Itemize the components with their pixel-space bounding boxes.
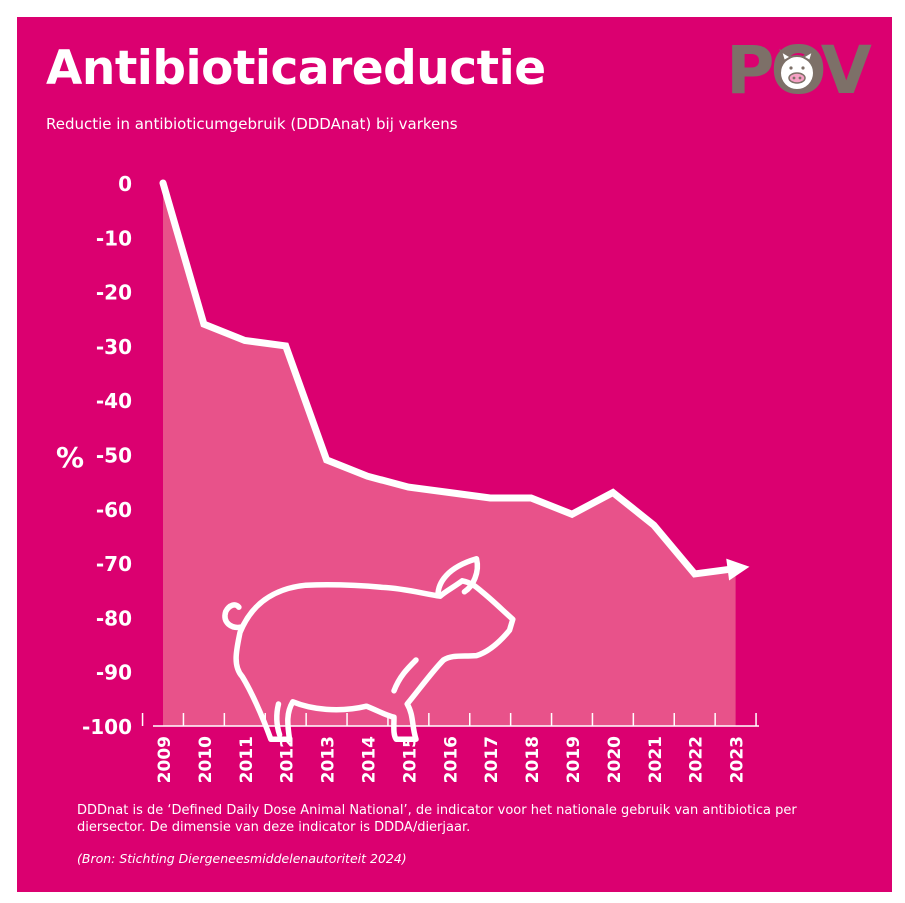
page-subtitle: Reductie in antibioticumgebruik (DDDAnat… — [46, 115, 458, 133]
x-tick-label: 2018 — [523, 736, 543, 783]
x-tick-label: 2021 — [646, 736, 666, 783]
y-axis-ticks: 0 -10 -20 -30 -40 -50 -60 -70 -80 -90 -100 — [82, 172, 132, 739]
y-tick-label: -50 — [96, 444, 132, 468]
x-tick-label: 2022 — [687, 736, 707, 783]
x-tick-label: 2014 — [360, 736, 380, 783]
y-tick-label: -90 — [96, 661, 132, 685]
infographic-panel: Antibioticareductie Reductie in antibiot… — [17, 17, 892, 892]
y-tick-label: -100 — [82, 715, 132, 739]
reduction-area — [163, 183, 736, 726]
x-tick-label: 2012 — [278, 736, 298, 783]
x-tick-label: 2011 — [237, 736, 257, 783]
y-tick-label: -80 — [96, 606, 132, 630]
y-tick-label: -10 — [96, 226, 132, 250]
x-axis: 2009 2010 2011 2012 2013 2014 2015 2016 2017 2018… — [141, 713, 759, 783]
x-tick-label: 2009 — [155, 736, 175, 783]
footnote: DDDnat is de ‘Defined Daily Dose Animal … — [77, 803, 797, 835]
x-tick-label: 2010 — [196, 736, 216, 783]
x-tick-label: 2017 — [482, 736, 502, 783]
reduction-line — [159, 179, 734, 578]
reduction-chart: % 0-10-20-30-40-50-60-70-80-90-100 2009 2… — [56, 172, 759, 783]
y-tick-label: -70 — [96, 552, 132, 576]
line-arrowhead — [726, 558, 750, 581]
x-tick-label: 2015 — [400, 736, 420, 783]
pig-outline-icon — [222, 556, 516, 742]
pov-logo: POV — [726, 32, 876, 107]
source-citation: (Bron: Stichting Diergeneesmiddelenautor… — [77, 851, 407, 866]
y-tick-label: 0 — [118, 172, 132, 196]
y-tick-label: -30 — [96, 335, 132, 359]
x-tick-label: 2023 — [728, 736, 748, 783]
y-axis-label: % — [56, 441, 84, 474]
y-tick-label: -20 — [96, 281, 132, 305]
x-tick-label: 2013 — [319, 736, 339, 783]
pig-face-icon — [779, 48, 815, 91]
page-title: Antibioticareductie — [46, 41, 546, 96]
x-tick-label: 2019 — [564, 736, 584, 783]
x-tick-label: 2016 — [441, 736, 461, 783]
x-tick-label: 2020 — [605, 736, 625, 783]
y-tick-label: -40 — [96, 389, 132, 413]
y-tick-label: -60 — [96, 498, 132, 522]
